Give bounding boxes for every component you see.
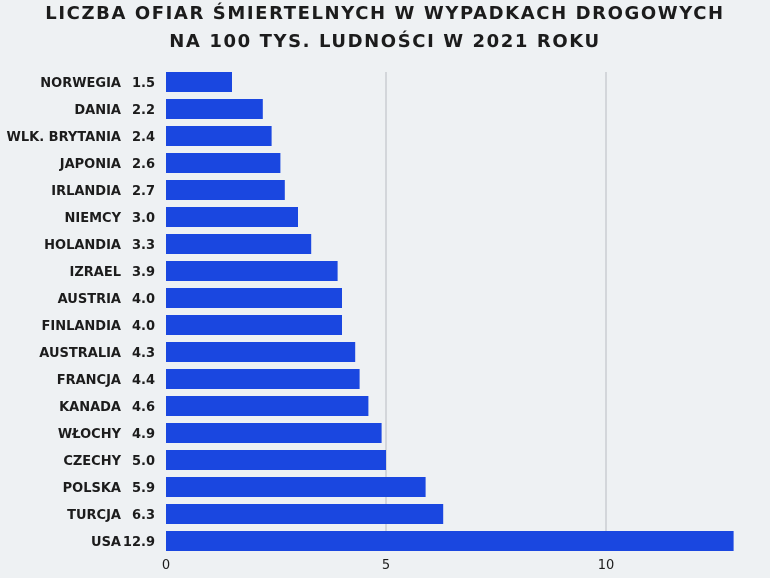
x-tick-5: 5 <box>382 558 390 573</box>
chart-title-line-1: LICZBA OFIAR ŚMIERTELNYCH W WYPADKACH DR… <box>45 3 725 24</box>
value-label-15: 5.9 <box>132 481 155 496</box>
category-label-8: AUSTRIA <box>58 292 121 307</box>
category-label-11: FRANCJA <box>57 373 121 388</box>
bar-11 <box>166 369 360 389</box>
bar-6 <box>166 234 312 254</box>
value-label-14: 5.0 <box>132 454 155 469</box>
value-label-11: 4.4 <box>132 373 155 388</box>
category-label-15: POLSKA <box>63 481 121 496</box>
value-label-17: 12.9 <box>123 535 155 550</box>
value-label-8: 4.0 <box>132 292 155 307</box>
bar-8 <box>166 288 342 308</box>
category-label-17: USA <box>91 535 121 550</box>
value-label-0: 1.5 <box>132 76 155 91</box>
bar-9 <box>166 315 342 335</box>
category-label-0: NORWEGIA <box>40 76 121 91</box>
bar-15 <box>166 477 426 497</box>
category-label-7: IZRAEL <box>70 265 122 280</box>
x-tick-0: 0 <box>162 558 170 573</box>
category-label-2: WLK. BRYTANIA <box>7 130 121 145</box>
value-label-2: 2.4 <box>132 130 155 145</box>
category-label-9: FINLANDIA <box>41 319 121 334</box>
x-tick-10: 10 <box>598 558 615 573</box>
chart-title-line-2: NA 100 TYS. LUDNOŚCI W 2021 ROKU <box>169 31 601 52</box>
bar-3 <box>166 153 281 173</box>
value-label-13: 4.9 <box>132 427 155 442</box>
value-label-1: 2.2 <box>132 103 155 118</box>
bar-7 <box>166 261 338 281</box>
value-label-7: 3.9 <box>132 265 155 280</box>
value-label-10: 4.3 <box>132 346 155 361</box>
value-label-4: 2.7 <box>132 184 155 199</box>
category-label-5: NIEMCY <box>65 211 122 226</box>
bar-2 <box>166 126 272 146</box>
bar-17 <box>166 531 734 551</box>
bar-12 <box>166 396 369 416</box>
category-label-12: KANADA <box>59 400 121 415</box>
value-label-6: 3.3 <box>132 238 155 253</box>
value-label-9: 4.0 <box>132 319 155 334</box>
category-label-14: CZECHY <box>63 454 121 469</box>
bar-16 <box>166 504 444 524</box>
category-label-6: HOLANDIA <box>44 238 121 253</box>
bar-10 <box>166 342 356 362</box>
category-label-4: IRLANDIA <box>51 184 121 199</box>
category-label-3: JAPONIA <box>59 157 121 172</box>
category-label-13: WŁOCHY <box>58 427 122 442</box>
value-label-16: 6.3 <box>132 508 155 523</box>
category-label-16: TURCJA <box>67 508 121 523</box>
value-label-3: 2.6 <box>132 157 155 172</box>
value-label-5: 3.0 <box>132 211 155 226</box>
bar-5 <box>166 207 298 227</box>
bar-14 <box>166 450 386 470</box>
bar-13 <box>166 423 382 443</box>
value-label-12: 4.6 <box>132 400 155 415</box>
category-label-10: AUSTRALIA <box>39 346 121 361</box>
bar-1 <box>166 99 263 119</box>
bar-0 <box>166 72 232 92</box>
category-label-1: DANIA <box>74 103 121 118</box>
bar-4 <box>166 180 285 200</box>
